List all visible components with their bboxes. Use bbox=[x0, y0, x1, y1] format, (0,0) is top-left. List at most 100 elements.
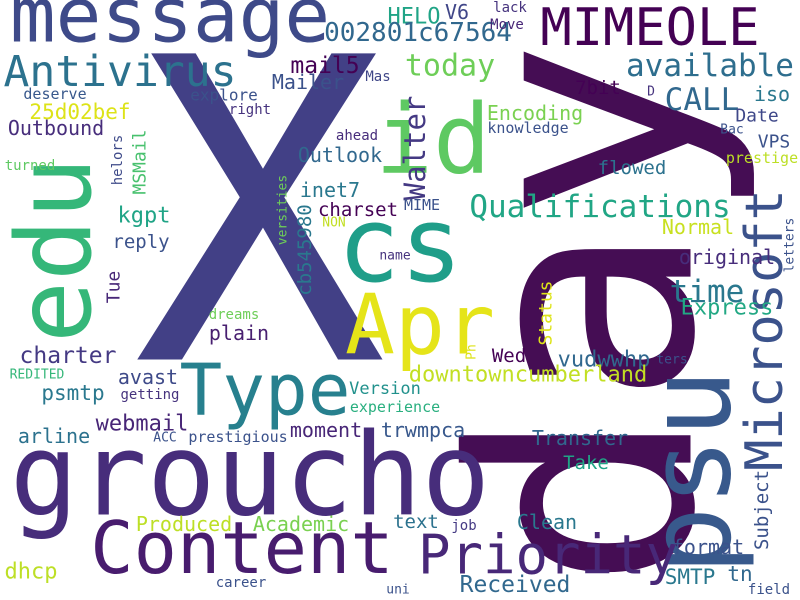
word: letters bbox=[783, 218, 798, 273]
word: knowledge bbox=[487, 119, 568, 137]
word: ahead bbox=[336, 128, 378, 144]
word: Mas bbox=[365, 69, 390, 85]
word: VPS bbox=[758, 132, 791, 153]
word: 25d02bef bbox=[29, 100, 130, 124]
word: reply bbox=[112, 231, 169, 253]
word: Move bbox=[490, 17, 524, 33]
word: plain bbox=[209, 321, 269, 345]
word: Normal bbox=[662, 215, 734, 239]
word: moment bbox=[290, 418, 362, 442]
word: mail5 bbox=[290, 53, 359, 79]
word: Version bbox=[349, 379, 421, 399]
word: 002801c67564 bbox=[324, 18, 512, 48]
word: SMTP bbox=[665, 565, 716, 589]
word: edu bbox=[0, 157, 115, 343]
word: lack bbox=[493, 0, 527, 16]
word: Academic bbox=[253, 512, 349, 536]
word: groucho bbox=[10, 409, 490, 542]
word: explore bbox=[190, 86, 257, 105]
word: Take bbox=[563, 452, 609, 474]
word: prestigious bbox=[188, 428, 287, 446]
word: deserve bbox=[23, 85, 86, 103]
word: turned bbox=[5, 158, 56, 174]
word: Express bbox=[681, 296, 774, 321]
word: text bbox=[393, 511, 439, 533]
word: MIME bbox=[404, 196, 440, 214]
word: psu bbox=[624, 369, 757, 575]
word: downtowncumberland bbox=[409, 363, 647, 388]
word: Microsoft bbox=[735, 189, 795, 471]
word: arline bbox=[18, 424, 90, 448]
word: ters bbox=[656, 353, 687, 368]
word: Bac bbox=[720, 123, 743, 138]
word: Outlook bbox=[298, 143, 382, 167]
word: iso bbox=[754, 82, 790, 106]
word: V6 bbox=[445, 0, 469, 24]
word: NON bbox=[322, 216, 345, 231]
word: name bbox=[379, 249, 410, 264]
word: prestige bbox=[726, 149, 798, 167]
word: Ph bbox=[465, 344, 480, 360]
word: Mailer bbox=[272, 70, 344, 94]
word: Subject bbox=[751, 470, 773, 550]
word: Transfer bbox=[532, 426, 628, 450]
word: charter bbox=[20, 343, 117, 369]
word: Content bbox=[90, 506, 393, 590]
word: cb545980 bbox=[294, 204, 316, 296]
word: Date bbox=[735, 106, 778, 127]
word: Produced bbox=[136, 512, 232, 536]
word: getting bbox=[120, 387, 179, 403]
word: today bbox=[405, 49, 495, 84]
word: Encoding bbox=[487, 101, 583, 125]
word: cs bbox=[337, 184, 462, 306]
word: trwmpca bbox=[381, 418, 465, 442]
word: tn bbox=[727, 562, 752, 586]
word: day bbox=[408, 40, 763, 591]
word: format bbox=[672, 535, 744, 559]
word: dreams bbox=[209, 307, 260, 323]
word: charset bbox=[318, 199, 398, 221]
word: field bbox=[748, 582, 790, 598]
word: original bbox=[679, 245, 775, 269]
word: Qualifications bbox=[469, 189, 730, 225]
word: Received bbox=[460, 572, 571, 598]
word: kgpt bbox=[118, 204, 171, 229]
word: REDITED bbox=[10, 368, 65, 383]
word: psmtp bbox=[41, 381, 104, 405]
word: MIMEOLE bbox=[540, 0, 759, 58]
word: Apr bbox=[345, 277, 495, 374]
word: Tue bbox=[104, 271, 125, 304]
word: Type bbox=[180, 349, 351, 432]
word: 7bit bbox=[575, 77, 621, 99]
word: X bbox=[134, 0, 387, 460]
word: HELO bbox=[388, 5, 441, 30]
word: time bbox=[670, 274, 745, 310]
word: uni bbox=[386, 583, 409, 598]
word: D bbox=[647, 85, 655, 100]
word: CALL bbox=[665, 82, 740, 118]
word: available bbox=[626, 48, 794, 84]
word: Priority bbox=[418, 524, 678, 587]
word: flowed bbox=[598, 157, 667, 179]
word: Clean bbox=[517, 510, 577, 534]
word: webmail bbox=[96, 412, 189, 437]
word: versities bbox=[276, 175, 291, 245]
word: Wed bbox=[492, 345, 526, 367]
word: MSMail bbox=[130, 129, 151, 194]
word: Status bbox=[536, 280, 557, 345]
word: Antivirus bbox=[4, 47, 237, 97]
word: message bbox=[10, 0, 330, 60]
word: experience bbox=[350, 398, 440, 416]
word: Walter bbox=[398, 96, 432, 201]
word: dhcp bbox=[5, 560, 58, 585]
word: helors bbox=[110, 135, 126, 186]
word: inet7 bbox=[300, 178, 360, 202]
word: Outbound bbox=[8, 116, 104, 140]
word: id bbox=[375, 84, 491, 196]
word: ACC bbox=[153, 431, 176, 446]
word: job bbox=[451, 518, 476, 534]
